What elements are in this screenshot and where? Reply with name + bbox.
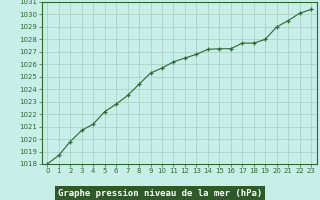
Text: Graphe pression niveau de la mer (hPa): Graphe pression niveau de la mer (hPa): [58, 189, 262, 198]
